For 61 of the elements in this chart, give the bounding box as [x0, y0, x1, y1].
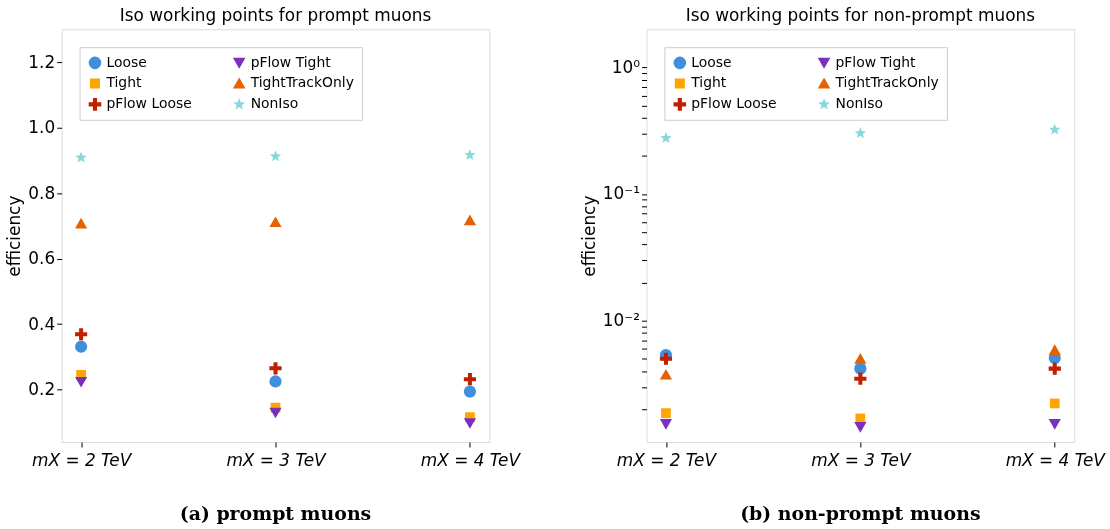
point: [269, 407, 282, 419]
legend-label: NonIso: [250, 95, 299, 112]
legend-label: Loose: [691, 53, 732, 70]
text: (b) non-prompt muons: [740, 501, 981, 524]
legend-label: pFlow Loose: [691, 95, 777, 112]
legend-label: pFlow Loose: [106, 95, 192, 112]
point: [854, 421, 867, 433]
legend-label: pFlow Tight: [835, 53, 917, 70]
point: [269, 362, 282, 375]
point: [463, 385, 477, 398]
point: [659, 368, 673, 380]
x-tick-label: mX = 4 TeV: [420, 450, 522, 471]
point: [269, 216, 282, 228]
point: [464, 148, 476, 160]
y-axis-title: efficiency: [578, 195, 599, 277]
point: [269, 375, 282, 388]
point: [463, 373, 477, 386]
point: [75, 217, 88, 229]
text: (a) prompt muons: [179, 501, 372, 524]
legend-label: TightTrackOnly: [834, 74, 939, 91]
point: [1048, 123, 1061, 135]
point: [1048, 419, 1061, 430]
point: [854, 372, 867, 385]
point: [75, 151, 87, 163]
x-tick-label: mX = 2 TeV: [31, 450, 133, 471]
point: [269, 150, 282, 162]
legend-label: Tight: [105, 74, 142, 91]
point: [75, 340, 88, 353]
point: [660, 132, 672, 144]
legend-label: TightTrackOnly: [249, 74, 354, 91]
y-tick-label: 0.8: [28, 182, 56, 203]
point: [659, 419, 673, 430]
legend-label: Tight: [690, 74, 727, 91]
y-tick-label: 10⁻¹: [602, 183, 641, 204]
x-tick-label: mX = 2 TeV: [616, 450, 718, 471]
x-tick-label: mX = 3 TeV: [811, 450, 912, 471]
x-tick-label: mX = 4 TeV: [1005, 450, 1107, 471]
point: [75, 376, 88, 388]
point: [75, 328, 88, 341]
y-tick-label: 10⁰: [611, 56, 641, 77]
y-tick-label: 1.0: [28, 117, 56, 138]
point: [1048, 344, 1061, 356]
chart-title: Iso working points for non-prompt muons: [685, 5, 1036, 26]
point: [463, 214, 477, 226]
y-tick-label: 10⁻²: [602, 310, 641, 331]
point: [1048, 362, 1061, 375]
point: [854, 127, 867, 139]
point: [661, 408, 671, 419]
y-tick-label: 1.2: [28, 51, 56, 72]
y-axis-title: efficiency: [4, 195, 25, 277]
y-tick-label: 0.2: [28, 379, 56, 400]
point: [1049, 398, 1060, 409]
point: [463, 418, 477, 429]
legend-label: pFlow Tight: [250, 53, 332, 70]
y-tick-label: 0.6: [28, 248, 56, 269]
legend-label: NonIso: [835, 95, 884, 112]
x-tick-label: mX = 3 TeV: [226, 450, 328, 471]
y-tick-label: 0.4: [28, 313, 56, 334]
chart-title: Iso working points for prompt muons: [119, 5, 432, 26]
legend-label: Loose: [106, 53, 147, 70]
point: [854, 352, 867, 364]
